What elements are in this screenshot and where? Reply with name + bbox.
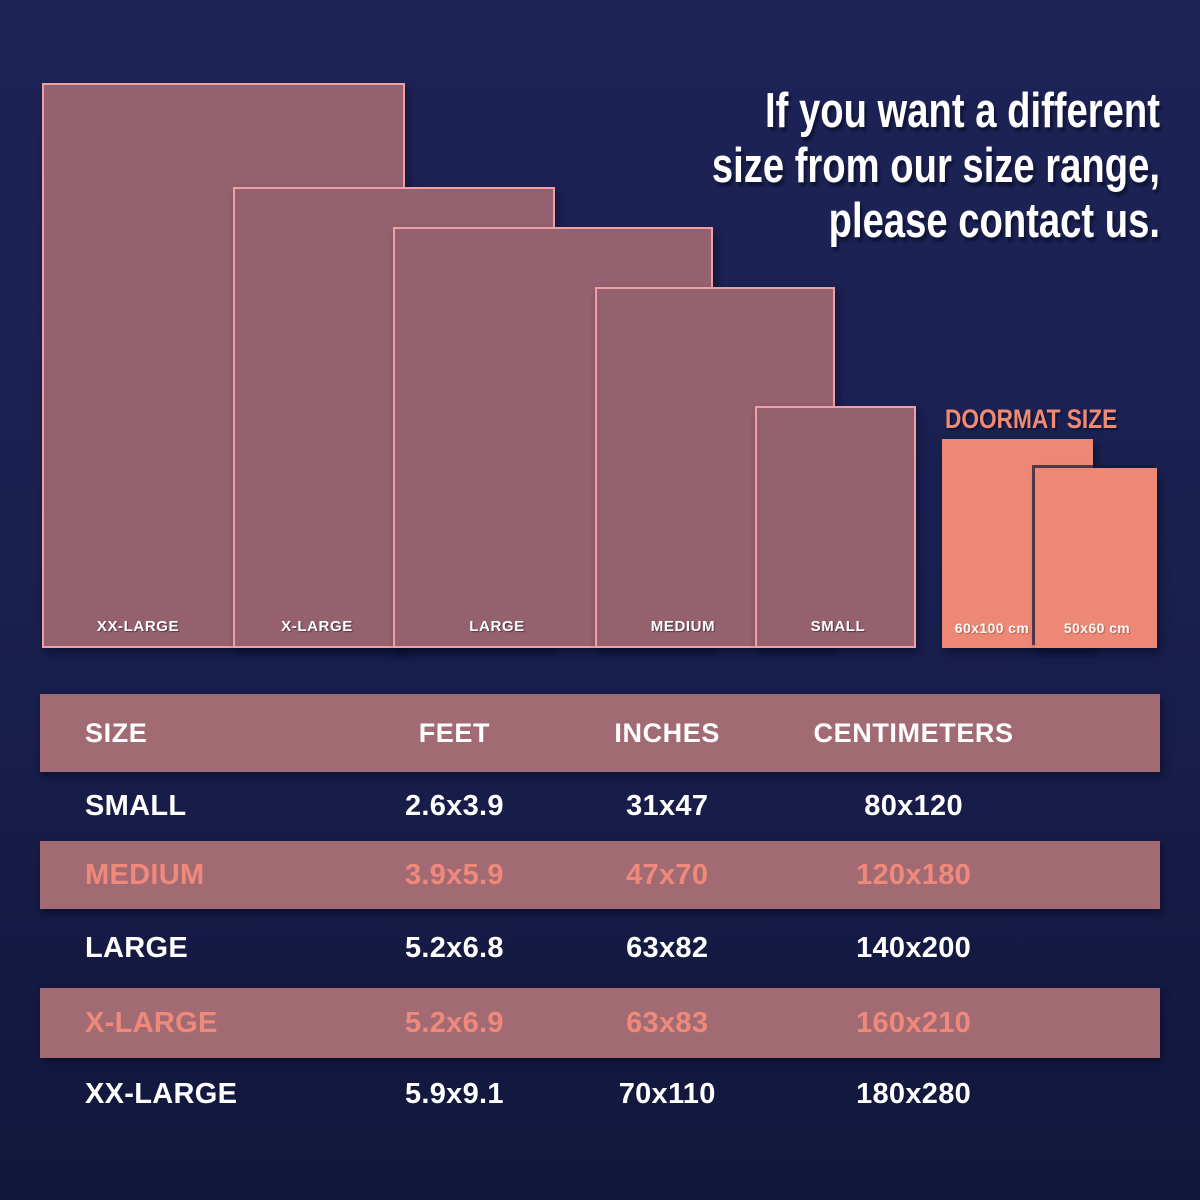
doormat-label-60x100: 60x100 cm xyxy=(954,620,1030,636)
header-size: SIZE xyxy=(85,717,148,748)
cell-centimeters: 80x120 xyxy=(864,790,963,822)
rug-label-large: LARGE xyxy=(469,618,525,635)
cell-centimeters: 180x280 xyxy=(856,1077,972,1110)
doormat-rect-50x60 xyxy=(1035,468,1157,648)
cell-feet: 5.9x9.1 xyxy=(404,1077,504,1110)
size-table-header: SIZE FEET INCHES CENTIMETERS xyxy=(40,694,1160,772)
doormat-size-title: DOORMAT SIZE xyxy=(945,404,1118,434)
cell-feet: 5.2x6.9 xyxy=(404,1006,504,1039)
cell-inches: 47x70 xyxy=(626,858,709,891)
header-inches: INCHES xyxy=(614,717,720,748)
table-row-x-large: X-LARGE 5.2x6.9 63x83 160x210 xyxy=(40,988,1160,1058)
cell-centimeters: 160x210 xyxy=(856,1006,972,1039)
rug-rect-small xyxy=(755,406,916,648)
doormat-label-50x60: 50x60 cm xyxy=(1063,620,1131,636)
table-row-small: SMALL 2.6x3.9 31x47 80x120 xyxy=(40,772,1160,841)
cell-feet: 5.2x6.8 xyxy=(404,932,504,964)
cell-inches: 63x83 xyxy=(626,1006,709,1039)
cell-feet: 2.6x3.9 xyxy=(404,790,504,822)
size-table: SIZE FEET INCHES CENTIMETERS SMALL 2.6x3… xyxy=(40,694,1160,1130)
rug-label-xx-large: XX-LARGE xyxy=(96,618,180,635)
headline: If you want a different size from our si… xyxy=(567,84,1160,249)
rug-label-small: SMALL xyxy=(810,618,866,635)
table-row-xx-large: XX-LARGE 5.9x9.1 70x110 180x280 xyxy=(40,1058,1160,1130)
cell-size: SMALL xyxy=(85,790,187,822)
header-feet: FEET xyxy=(418,717,491,748)
cell-centimeters: 120x180 xyxy=(856,858,972,891)
cell-size: XX-LARGE xyxy=(85,1077,238,1110)
headline-line-2: size from our size range, xyxy=(711,138,1160,193)
cell-centimeters: 140x200 xyxy=(856,932,972,964)
cell-inches: 70x110 xyxy=(618,1077,716,1110)
rug-label-x-large: X-LARGE xyxy=(281,618,353,635)
cell-inches: 63x82 xyxy=(626,932,709,964)
table-row-large: LARGE 5.2x6.8 63x82 140x200 xyxy=(40,909,1160,988)
cell-size: LARGE xyxy=(85,932,188,964)
rug-label-medium: MEDIUM xyxy=(650,618,716,635)
headline-line-3: please contact us. xyxy=(828,193,1160,248)
cell-inches: 31x47 xyxy=(626,790,709,822)
header-centimeters: CENTIMETERS xyxy=(813,717,1014,748)
headline-line-1: If you want a different xyxy=(765,84,1160,138)
cell-feet: 3.9x5.9 xyxy=(404,858,504,891)
cell-size: X-LARGE xyxy=(85,1006,218,1039)
table-row-medium: MEDIUM 3.9x5.9 47x70 120x180 xyxy=(40,841,1160,909)
cell-size: MEDIUM xyxy=(85,858,205,891)
